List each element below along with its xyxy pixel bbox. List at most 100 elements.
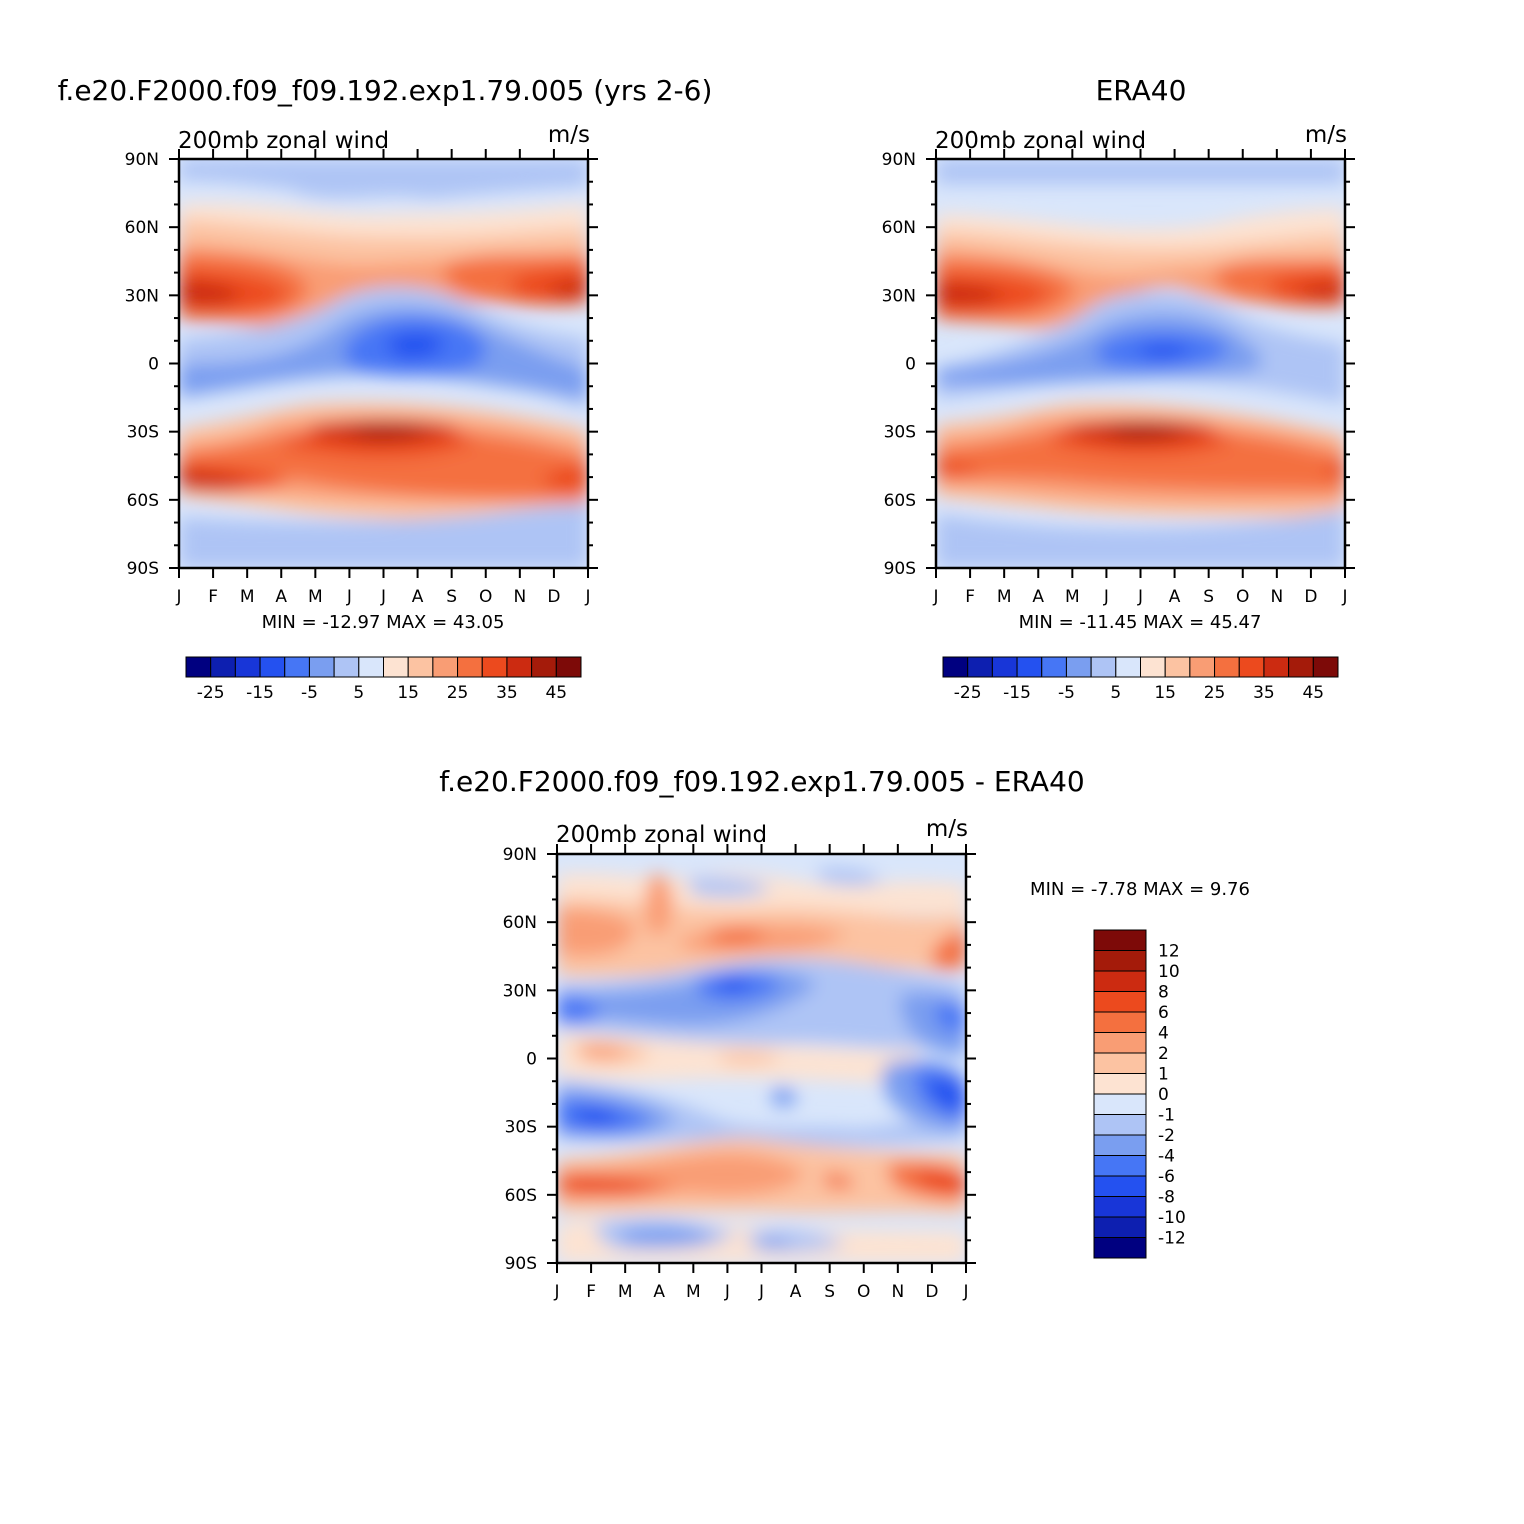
colorbar-box xyxy=(531,656,557,678)
colorbar-label: 25 xyxy=(447,683,469,703)
x-tick-label: J xyxy=(346,587,352,607)
y-tick-label: 30S xyxy=(127,423,159,443)
colorbar-box xyxy=(1093,1093,1147,1115)
colorbar-box xyxy=(967,656,993,678)
x-tick-label: O xyxy=(1236,587,1249,607)
colorbar: -25 -15 -5 5 15 25 35 45 xyxy=(942,656,1339,703)
panel-title: f.e20.F2000.f09_f09.192.exp1.79.005 (yrs… xyxy=(58,74,713,107)
colorbar-box xyxy=(1041,656,1067,678)
y-tick-label: 0 xyxy=(905,355,916,375)
x-tick-label: J xyxy=(1103,587,1109,607)
colorbar-box xyxy=(1189,656,1216,678)
colorbar-label: 10 xyxy=(1158,962,1180,982)
y-tick-label: 90S xyxy=(505,1254,537,1274)
min-max-label: MIN = -7.78 MAX = 9.76 xyxy=(1030,879,1250,900)
colorbar-box xyxy=(1093,1114,1147,1136)
colorbar-label: -1 xyxy=(1158,1106,1175,1126)
panel-era40: ERA40 200mb zonal wind m/s xyxy=(882,74,1355,703)
colorbar-box xyxy=(432,656,459,678)
x-tick-label: F xyxy=(965,587,975,607)
y-tick-label: 60S xyxy=(127,491,159,511)
colorbar: -25 -15 -5 5 15 25 35 45 xyxy=(185,656,582,703)
y-tick-label: 30S xyxy=(505,1118,537,1138)
colorbar-label: -2 xyxy=(1158,1126,1175,1146)
colorbar-label: 15 xyxy=(1154,683,1176,703)
colorbar-box xyxy=(1093,1175,1147,1197)
x-tick-label: M xyxy=(618,1282,633,1302)
x-tick-label: M xyxy=(997,587,1012,607)
contour-plot xyxy=(557,854,966,1263)
colorbar-label: 4 xyxy=(1158,1024,1169,1044)
y-tick-label: 30N xyxy=(503,981,537,1001)
colorbar-label: -5 xyxy=(1058,683,1075,703)
y-tick-label: 30S xyxy=(884,423,916,443)
y-tick-label: 90N xyxy=(503,845,537,865)
x-tick-label: J xyxy=(758,1282,764,1302)
y-tick-label: 60N xyxy=(503,913,537,933)
y-tick-label: 90S xyxy=(884,559,916,579)
x-tick-label: S xyxy=(446,587,457,607)
x-tick-label: S xyxy=(1203,587,1214,607)
colorbar-label: 35 xyxy=(496,683,518,703)
colorbar-box xyxy=(1263,656,1290,678)
colorbar-label: 35 xyxy=(1253,683,1275,703)
x-tick-label: J xyxy=(724,1282,730,1302)
colorbar-box xyxy=(1093,1052,1147,1074)
y-tick-label: 0 xyxy=(148,355,159,375)
colorbar-box xyxy=(1093,1032,1147,1054)
colorbar-box xyxy=(383,656,409,678)
colorbar-box xyxy=(1093,1073,1147,1095)
x-tick-label: A xyxy=(275,587,287,607)
x-tick-label: O xyxy=(857,1282,870,1302)
y-tick-label: 30N xyxy=(125,286,159,306)
colorbar-box xyxy=(1312,656,1339,678)
y-tick-label: 60N xyxy=(882,218,916,238)
x-tick-label: F xyxy=(208,587,218,607)
y-tick-label: 60S xyxy=(505,1186,537,1206)
colorbar-label: 0 xyxy=(1158,1085,1169,1105)
units-label: m/s xyxy=(926,816,968,842)
x-tick-label: N xyxy=(1270,587,1283,607)
x-tick-label: A xyxy=(412,587,424,607)
colorbar-box xyxy=(1093,1155,1147,1177)
x-tick-label: M xyxy=(308,587,323,607)
y-tick-label: 90N xyxy=(125,150,159,170)
colorbar-box xyxy=(1093,1237,1147,1259)
y-tick-label: 60N xyxy=(125,218,159,238)
colorbar-box xyxy=(1093,1011,1147,1033)
colorbar-box xyxy=(1065,656,1092,678)
contour-plot xyxy=(179,159,588,568)
colorbar-label: 1 xyxy=(1158,1065,1169,1085)
panel-model: f.e20.F2000.f09_f09.192.exp1.79.005 (yrs… xyxy=(58,74,713,703)
x-tick-label: M xyxy=(1065,587,1080,607)
colorbar-label: 15 xyxy=(397,683,419,703)
colorbar-box xyxy=(185,656,212,678)
colorbar-box xyxy=(481,656,508,678)
colorbar-label: -15 xyxy=(246,683,274,703)
y-tick-label: 90N xyxy=(882,150,916,170)
x-tick-label: M xyxy=(686,1282,701,1302)
colorbar-label: 45 xyxy=(545,683,567,703)
x-tick-label: J xyxy=(380,587,386,607)
x-tick-label: O xyxy=(479,587,492,607)
x-tick-label: J xyxy=(584,587,590,607)
y-tick-label: 30N xyxy=(882,286,916,306)
colorbar-label: -5 xyxy=(301,683,318,703)
colorbar-box xyxy=(1214,656,1240,678)
colorbar-label: 5 xyxy=(1110,683,1121,703)
x-tick-label: A xyxy=(1032,587,1044,607)
colorbar-box xyxy=(284,656,310,678)
y-tick-label: 90S xyxy=(127,559,159,579)
colorbar-label: -4 xyxy=(1158,1147,1175,1167)
x-tick-label: D xyxy=(925,1282,938,1302)
contour-plot xyxy=(936,159,1345,568)
colorbar-label: 6 xyxy=(1158,1003,1169,1023)
colorbar-box xyxy=(1115,656,1141,678)
colorbar-label: -6 xyxy=(1158,1167,1175,1187)
left-string: 200mb zonal wind xyxy=(556,822,767,848)
colorbar-box xyxy=(1093,1216,1147,1238)
colorbar-label: 5 xyxy=(353,683,364,703)
min-max-label: MIN = -11.45 MAX = 45.47 xyxy=(1019,612,1262,633)
colorbar-box xyxy=(308,656,335,678)
